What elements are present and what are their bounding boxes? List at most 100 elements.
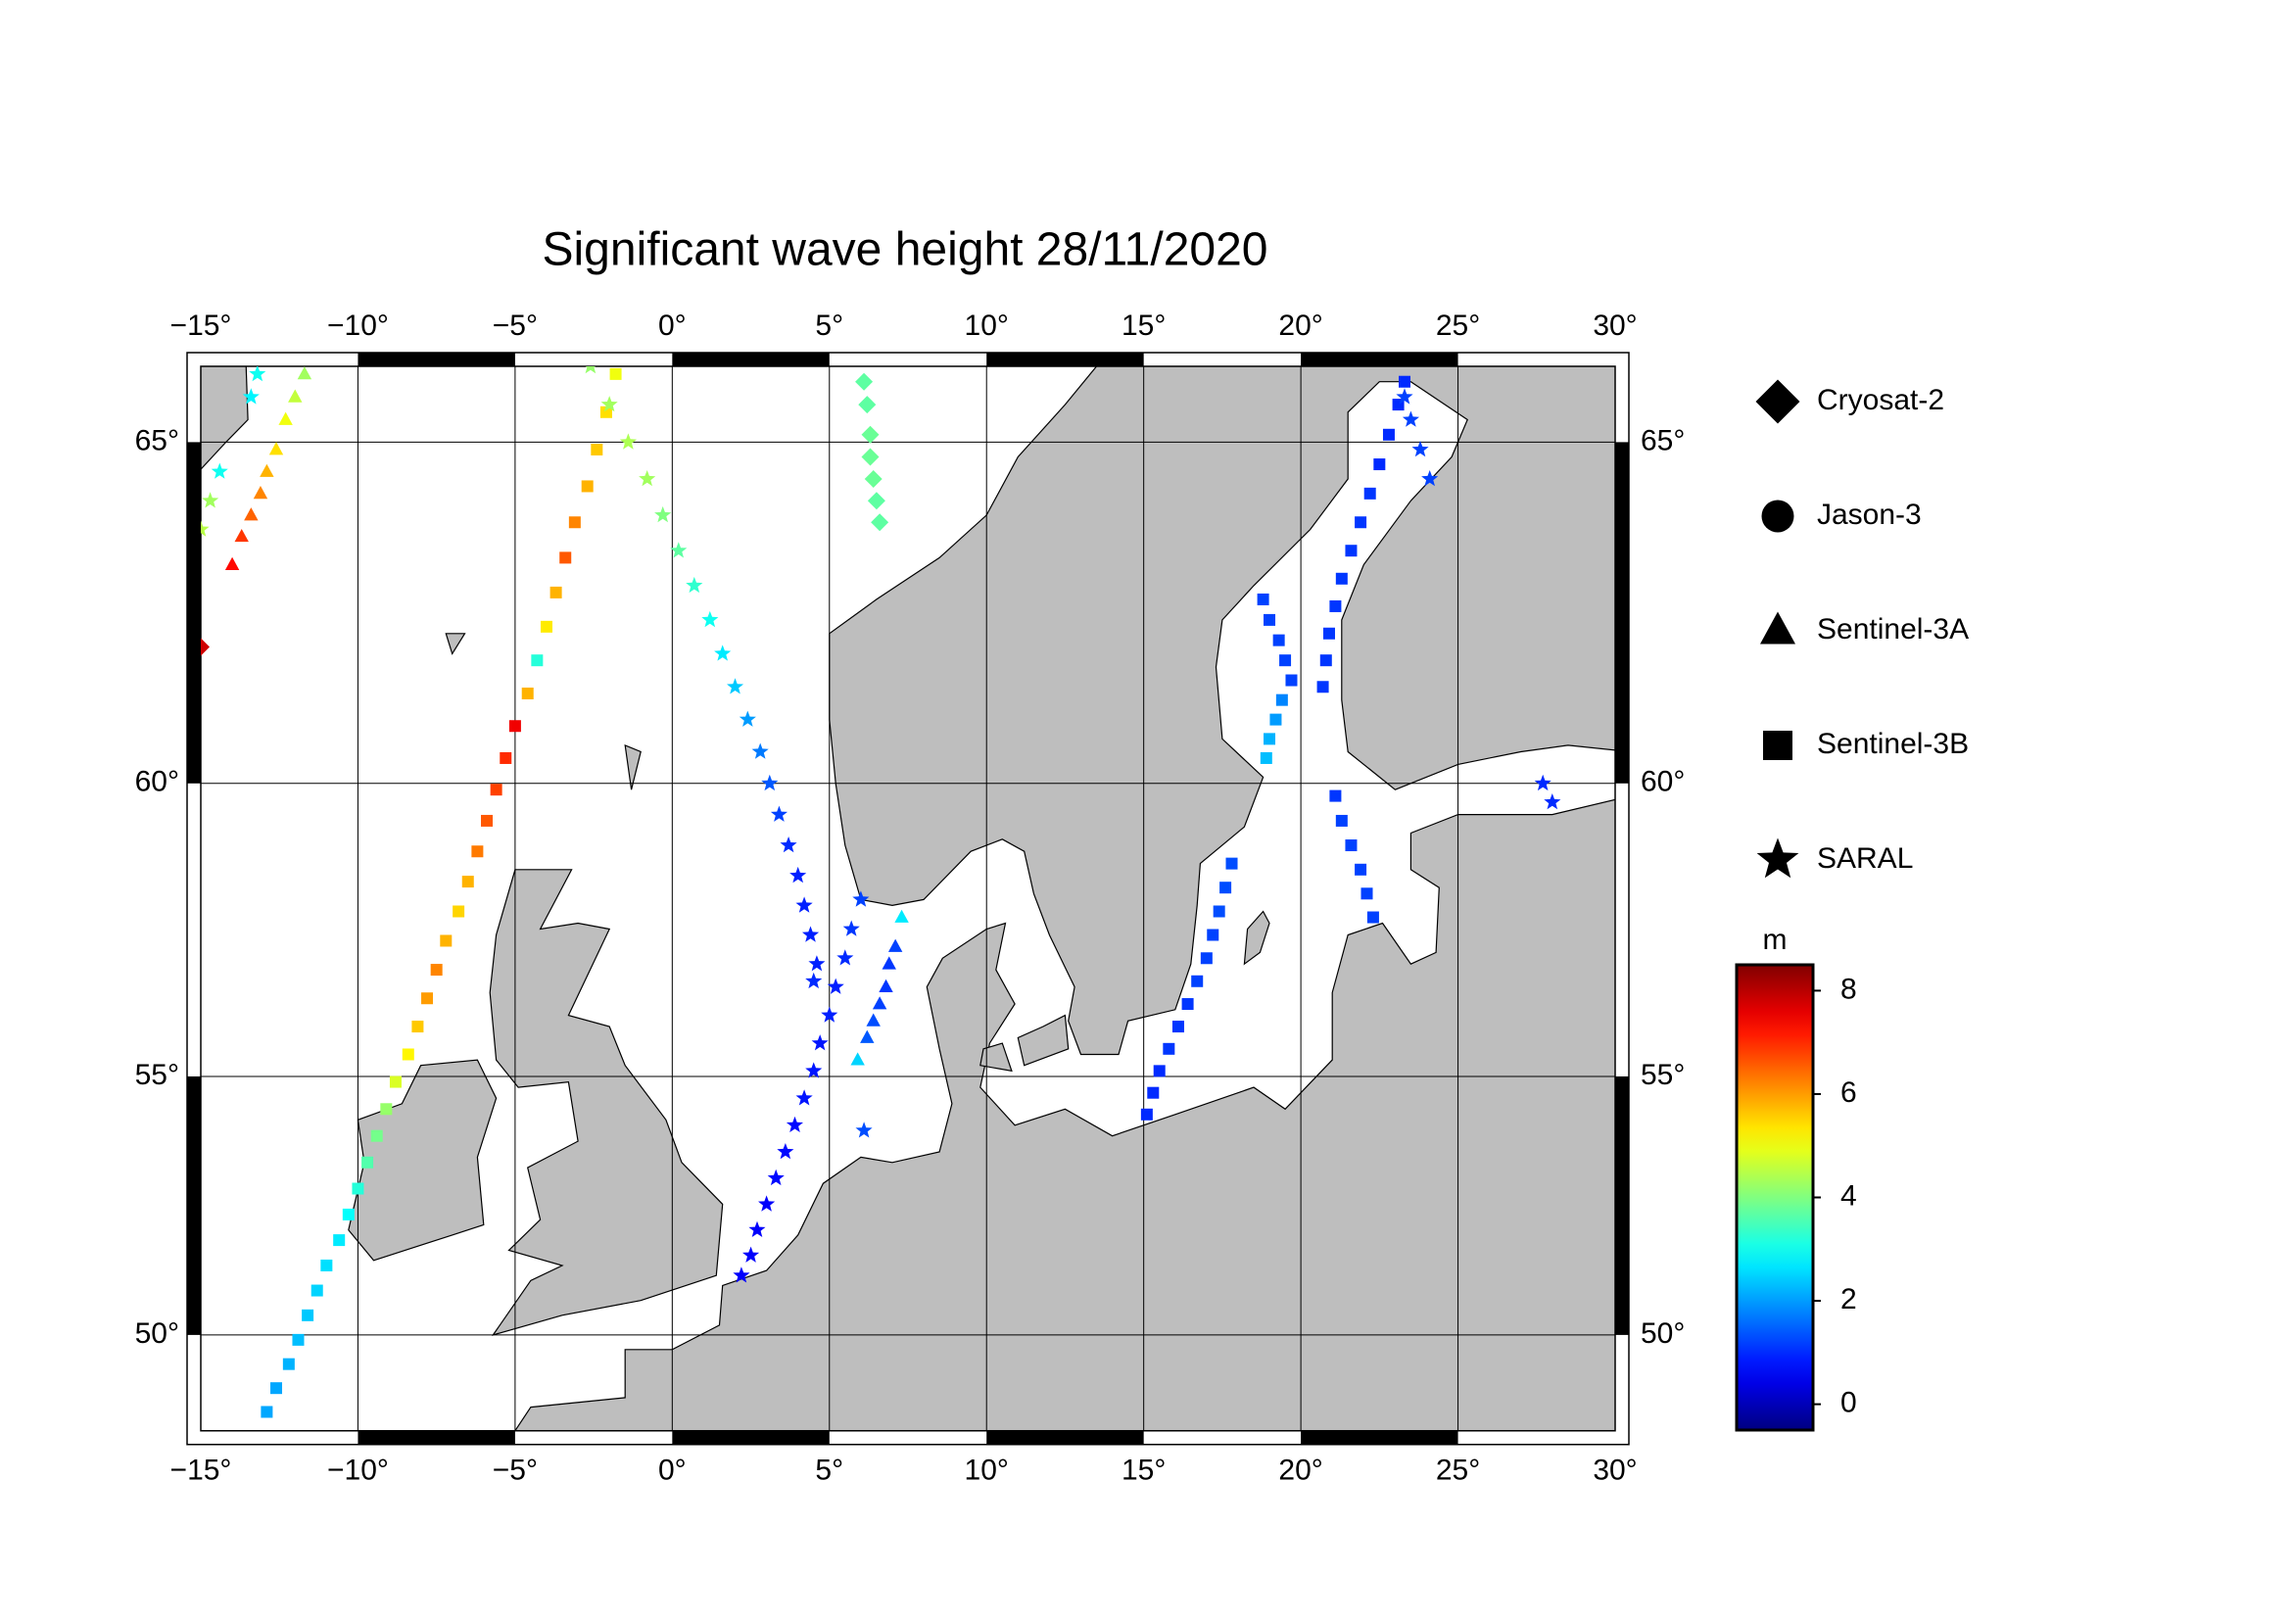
marker-star bbox=[639, 470, 656, 487]
marker-square bbox=[1140, 1108, 1153, 1121]
colorbar-tick-label: 4 bbox=[1840, 1179, 1857, 1212]
marker-triangle bbox=[297, 366, 312, 380]
marker-square bbox=[1264, 613, 1276, 626]
marker-square bbox=[531, 654, 544, 667]
y-tick-label: 65° bbox=[1641, 424, 1685, 456]
marker-star bbox=[852, 890, 870, 907]
landmass bbox=[624, 743, 642, 790]
marker-star bbox=[1544, 793, 1561, 810]
frame-bar bbox=[187, 1075, 201, 1335]
marker-square bbox=[1191, 975, 1204, 987]
marker-square bbox=[430, 964, 443, 977]
marker-star bbox=[701, 610, 719, 628]
marker-square bbox=[402, 1048, 414, 1061]
frame-bar bbox=[986, 1430, 1144, 1445]
x-tick-label: 0° bbox=[658, 1455, 687, 1487]
landmass bbox=[445, 633, 466, 655]
marker-square bbox=[609, 367, 622, 380]
y-tick-label: 55° bbox=[1641, 1059, 1685, 1091]
marker-star bbox=[201, 520, 210, 537]
marker-star bbox=[805, 1062, 823, 1078]
marker-square bbox=[581, 480, 594, 493]
marker-star bbox=[654, 505, 672, 523]
x-tick-label: 25° bbox=[1436, 310, 1480, 342]
marker-star bbox=[821, 1006, 838, 1023]
x-tick-label: −10° bbox=[327, 310, 389, 342]
x-tick-label: 10° bbox=[965, 310, 1009, 342]
marker-star bbox=[1534, 774, 1551, 791]
marker-star bbox=[855, 1122, 873, 1138]
marker-square bbox=[1366, 911, 1379, 924]
marker-triangle bbox=[244, 507, 259, 521]
x-tick-label: 30° bbox=[1593, 310, 1637, 342]
marker-square bbox=[342, 1208, 355, 1220]
colorbar-tick-label: 2 bbox=[1840, 1283, 1857, 1315]
frame-bar bbox=[672, 353, 830, 366]
frame-bar bbox=[187, 442, 201, 784]
marker-star bbox=[786, 1116, 803, 1132]
marker-square bbox=[1763, 731, 1792, 760]
marker-square bbox=[1275, 693, 1288, 706]
frame-outer bbox=[186, 352, 1630, 1446]
marker-square bbox=[549, 586, 562, 598]
marker-star bbox=[751, 742, 769, 759]
marker-diamond bbox=[871, 513, 889, 532]
marker-star bbox=[686, 576, 703, 594]
marker-square bbox=[1329, 789, 1342, 802]
marker-star bbox=[714, 645, 732, 661]
marker-diamond bbox=[1755, 379, 1800, 424]
marker-triangle bbox=[1760, 611, 1795, 645]
marker-square bbox=[1207, 929, 1219, 941]
marker-star bbox=[748, 1220, 766, 1237]
frame-bar bbox=[1301, 353, 1458, 366]
x-tick-label: 25° bbox=[1436, 1455, 1480, 1487]
marker-square bbox=[1279, 654, 1292, 667]
landmass bbox=[489, 869, 724, 1336]
marker-triangle bbox=[253, 486, 268, 500]
frame-bar bbox=[1615, 442, 1629, 784]
marker-square bbox=[1257, 593, 1269, 605]
marker-square bbox=[1329, 599, 1342, 612]
marker-star bbox=[805, 972, 823, 989]
x-tick-label: −5° bbox=[493, 310, 538, 342]
landmass bbox=[1243, 910, 1270, 966]
marker-triangle bbox=[879, 979, 893, 993]
marker-star bbox=[211, 462, 228, 479]
marker-square bbox=[1147, 1086, 1160, 1099]
y-tick-label: 60° bbox=[1641, 766, 1685, 798]
marker-star bbox=[780, 836, 797, 853]
y-tick-label: 50° bbox=[1641, 1317, 1685, 1350]
marker-star bbox=[836, 949, 854, 966]
marker-star bbox=[619, 433, 637, 450]
landmass bbox=[829, 366, 1615, 1056]
legend-label: Jason-3 bbox=[1817, 499, 1922, 531]
marker-square bbox=[292, 1333, 305, 1346]
marker-square bbox=[1319, 654, 1332, 667]
marker-square bbox=[490, 784, 502, 796]
marker-square bbox=[370, 1129, 383, 1142]
marker-square bbox=[591, 443, 603, 455]
marker-star bbox=[795, 896, 813, 913]
x-tick-label: 20° bbox=[1278, 1455, 1322, 1487]
marker-star bbox=[1396, 388, 1413, 405]
marker-triangle bbox=[278, 411, 293, 425]
marker-star bbox=[670, 542, 688, 558]
marker-triangle bbox=[268, 442, 284, 455]
marker-square bbox=[1316, 681, 1329, 693]
marker-square bbox=[559, 551, 572, 564]
marker-square bbox=[481, 814, 494, 827]
marker-triangle bbox=[860, 1029, 875, 1043]
frame-bar bbox=[358, 353, 515, 366]
marker-square bbox=[521, 687, 534, 699]
marker-square bbox=[261, 1406, 273, 1418]
marker-star bbox=[249, 366, 266, 382]
marker-star bbox=[202, 492, 219, 508]
marker-star bbox=[767, 1169, 785, 1186]
marker-star bbox=[1411, 441, 1429, 457]
marker-triangle bbox=[887, 938, 903, 952]
marker-star bbox=[795, 1089, 813, 1106]
marker-square bbox=[1153, 1065, 1166, 1077]
marker-star bbox=[777, 1143, 794, 1160]
legend-label: Sentinel-3B bbox=[1817, 728, 1969, 760]
chart-title: Significant wave height 28/11/2020 bbox=[543, 224, 1268, 276]
